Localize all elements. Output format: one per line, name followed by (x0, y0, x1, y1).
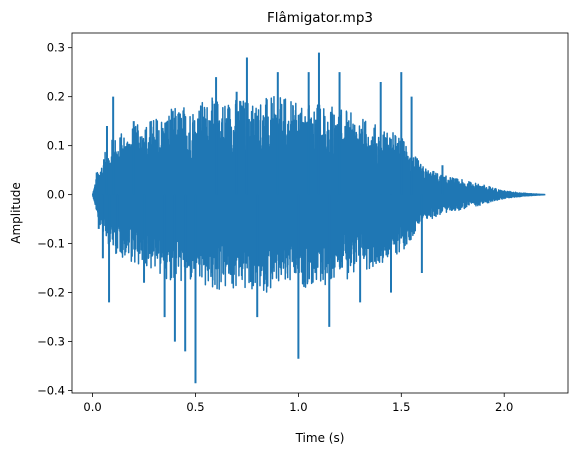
x-axis-label: Time (s) (295, 431, 345, 445)
y-tick-label-6: 0.2 (47, 90, 65, 104)
x-tick-label-0: 0.0 (83, 400, 101, 414)
x-tick-label-2: 1.0 (289, 400, 307, 414)
plot-area (91, 52, 546, 384)
y-axis-ticks: −0.4 −0.3 −0.2 −0.1 0.0 0.1 0.2 0.3 (37, 41, 72, 398)
y-tick-label-7: 0.3 (47, 41, 65, 55)
y-axis-label: Amplitude (9, 182, 23, 244)
x-tick-label-3: 1.5 (392, 400, 410, 414)
y-tick-label-0: −0.4 (37, 384, 65, 398)
plot-frame (71, 32, 569, 394)
y-tick-label-3: −0.1 (37, 237, 65, 251)
x-tick-label-1: 0.5 (186, 400, 204, 414)
x-axis-ticks: 0.0 0.5 1.0 1.5 2.0 (83, 393, 513, 414)
waveform-peaks (95, 52, 444, 384)
y-tick-label-1: −0.3 (37, 335, 65, 349)
x-tick-label-4: 2.0 (495, 400, 513, 414)
y-tick-label-5: 0.1 (47, 139, 65, 153)
y-tick-label-2: −0.2 (37, 286, 65, 300)
chart-title: Flâmigator.mp3 (267, 10, 373, 26)
y-tick-label-4: 0.0 (47, 188, 65, 202)
